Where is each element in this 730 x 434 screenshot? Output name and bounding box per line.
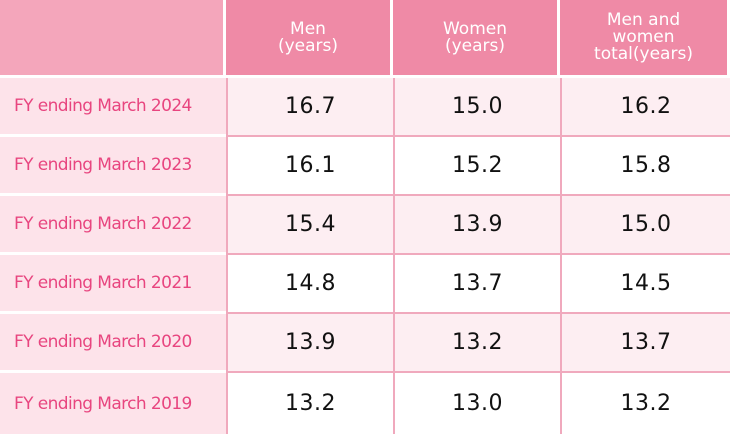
value-men: 13.2	[226, 373, 393, 434]
header-total-line-2: women	[612, 27, 675, 47]
value-women: 13.9	[393, 196, 560, 255]
header-total-line-3: total(years)	[594, 44, 693, 64]
header-women-line-2: (years)	[444, 35, 506, 56]
header-men-line-1: Men	[290, 18, 326, 39]
header-men: Men (years)	[226, 0, 393, 78]
header-total: Men and women total(years)	[560, 0, 730, 78]
value-total: 15.0	[560, 196, 730, 255]
header-women: Women (years)	[393, 0, 560, 78]
value-men: 14.8	[226, 255, 393, 314]
value-women: 13.7	[393, 255, 560, 314]
header-corner	[0, 0, 226, 78]
value-total: 15.8	[560, 137, 730, 196]
value-total: 13.7	[560, 314, 730, 373]
value-men: 16.7	[226, 78, 393, 137]
value-women: 13.0	[393, 373, 560, 434]
row-label: FY ending March 2021	[0, 255, 226, 314]
value-men: 16.1	[226, 137, 393, 196]
value-men: 15.4	[226, 196, 393, 255]
row-label: FY ending March 2023	[0, 137, 226, 196]
value-total: 13.2	[560, 373, 730, 434]
header-women-line-1: Women	[442, 18, 507, 39]
row-label: FY ending March 2022	[0, 196, 226, 255]
value-total: 16.2	[560, 78, 730, 137]
value-women: 15.2	[393, 137, 560, 196]
row-label: FY ending March 2019	[0, 373, 226, 434]
header-men-line-2: (years)	[277, 35, 339, 56]
value-women: 13.2	[393, 314, 560, 373]
value-men: 13.9	[226, 314, 393, 373]
value-total: 14.5	[560, 255, 730, 314]
row-label: FY ending March 2020	[0, 314, 226, 373]
header-total-line-1: Men and	[606, 10, 681, 30]
row-label: FY ending March 2024	[0, 78, 226, 137]
value-women: 15.0	[393, 78, 560, 137]
